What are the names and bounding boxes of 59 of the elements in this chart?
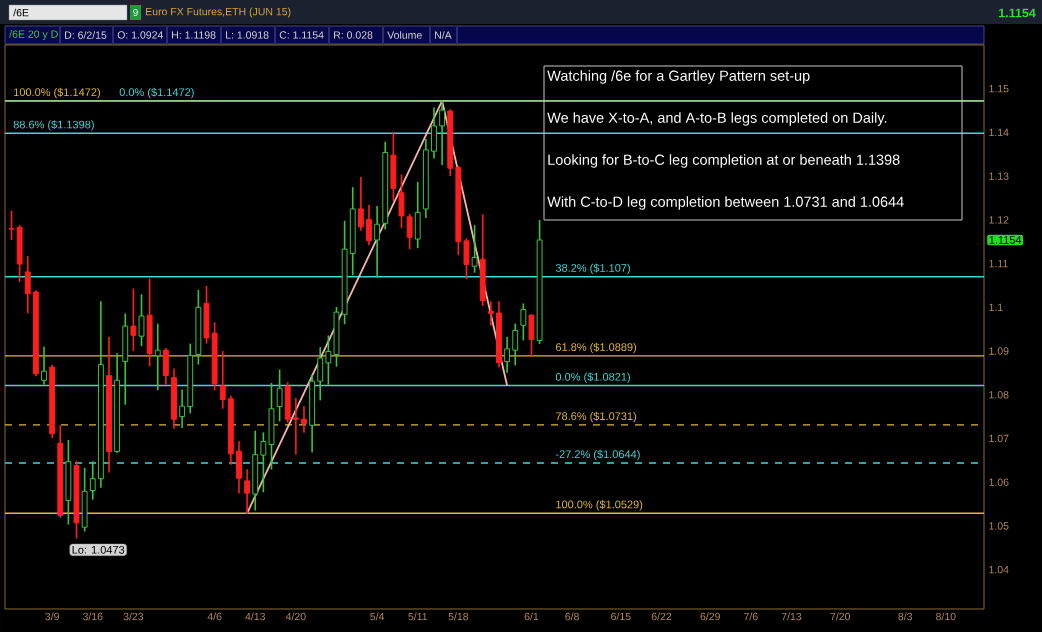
y-tick-label: 1.05 xyxy=(989,522,1009,530)
text: 1.1154 xyxy=(989,236,1022,244)
annotation: We have X-to-A, and A-to-B legs completed on Daily. xyxy=(547,112,887,126)
ref-line-label: 100.0% ($1.0529) xyxy=(556,500,643,511)
ref-line-label: 100.0% ($1.1472) xyxy=(14,87,100,99)
x-tick-label: 7/6 xyxy=(744,612,758,621)
x-tick-label: 6/22 xyxy=(651,612,672,621)
text: N/A xyxy=(435,31,452,39)
x-tick-label: 6/15 xyxy=(611,612,631,621)
text: /6E xyxy=(13,8,29,17)
annotation: Looking for B-to-C leg completion at or beneath 1.1398 xyxy=(548,154,900,168)
x-tick-label: 5/11 xyxy=(408,612,428,621)
ref-line-label: 0.0% ($1.1472) xyxy=(119,87,194,99)
x-tick-label: 8/10 xyxy=(936,612,956,621)
ref-line-label: 61.8% ($1.0889) xyxy=(555,342,637,354)
x-tick-label: 3/9 xyxy=(45,612,59,621)
text: Volume xyxy=(387,31,422,39)
text: O: 1.0924 xyxy=(117,31,164,39)
ref-line-label: 78.6% ($1.0731) xyxy=(555,411,637,423)
y-tick-label: 1.07 xyxy=(989,434,1009,443)
text: C: 1.1154 xyxy=(279,31,324,39)
x-tick-label: 3/16 xyxy=(82,612,103,621)
x-tick-label: 6/1 xyxy=(524,612,539,621)
annotation: Lo: 1.0473 xyxy=(72,545,125,554)
x-tick-label: 5/4 xyxy=(370,612,385,621)
y-tick-label: 1.14 xyxy=(989,128,1009,137)
x-tick-label: 4/13 xyxy=(245,612,265,621)
text: L: 1.0918 xyxy=(226,31,269,39)
y-tick-label: 1.06 xyxy=(989,478,1009,486)
y-tick-label: 1.04 xyxy=(989,565,1009,574)
text: 1.1154 xyxy=(999,8,1036,18)
x-tick-label: 3/23 xyxy=(123,612,144,621)
ref-line-label: 88.6% ($1.1398) xyxy=(13,120,94,131)
y-tick-label: 1.15 xyxy=(989,85,1009,93)
x-tick-label: 4/6 xyxy=(207,612,222,621)
y-tick-label: 1.11 xyxy=(989,259,1008,268)
x-tick-label: 7/20 xyxy=(830,612,851,621)
ref-line-label: 0.0% ($1.0821) xyxy=(555,372,630,383)
text: R: 0.028 xyxy=(334,31,373,39)
text: D: 6/2/15 xyxy=(65,31,107,39)
y-tick-label: 1.13 xyxy=(989,172,1009,180)
x-tick-label: 4/20 xyxy=(285,612,306,621)
annotation: Watching /6e for a Gartley Pattern set-up xyxy=(547,70,810,84)
text: H: 1.1198 xyxy=(172,31,216,39)
y-tick-label: 1.12 xyxy=(989,216,1009,224)
text: /6E 20 y D xyxy=(9,30,58,40)
x-tick-label: 6/8 xyxy=(565,612,579,621)
chart-title: Euro FX Futures,ETH (JUN 15) xyxy=(146,7,291,18)
x-tick-label: 5/18 xyxy=(448,612,469,621)
ref-line-label: -27.2% ($1.0644) xyxy=(555,449,640,461)
x-tick-label: 6/29 xyxy=(700,612,720,621)
annotation: With C-to-D leg completion between 1.0731 and 1.0644 xyxy=(547,196,904,210)
x-tick-label: 8/3 xyxy=(898,612,913,621)
y-tick-label: 1.08 xyxy=(989,391,1009,399)
y-tick-label: 1.1 xyxy=(989,303,1003,311)
text: 9 xyxy=(133,8,138,17)
y-tick-label: 1.09 xyxy=(989,347,1009,355)
ref-line-label: 38.2% ($1.107) xyxy=(555,263,630,275)
x-tick-label: 7/13 xyxy=(781,612,802,621)
